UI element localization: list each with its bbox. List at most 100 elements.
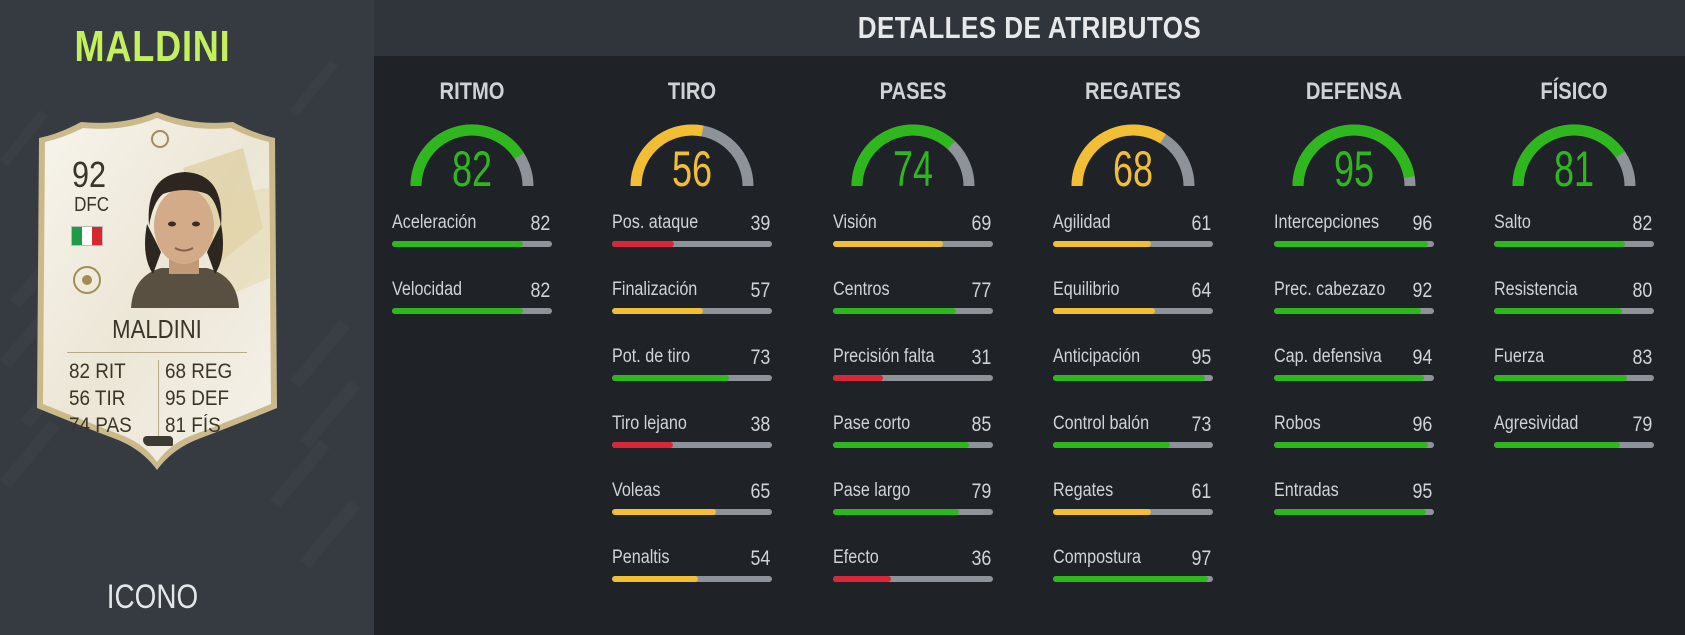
- attribute-bar: [833, 576, 993, 582]
- category-pases: PASES 74 Visión 69 Centros 77 Precisión falta 3…: [833, 78, 993, 614]
- icon-emblem: [151, 130, 169, 148]
- attribute-value: 61: [1191, 212, 1211, 235]
- attribute-row: Intercepciones 96: [1274, 212, 1434, 279]
- attribute-name: Agresividad: [1494, 413, 1579, 434]
- attribute-list: Salto 82 Resistencia 80 Fuerza 83 Agresividad 7…: [1494, 212, 1654, 480]
- gauge-fill: [851, 124, 956, 187]
- attribute-row: Precisión falta 31: [833, 346, 993, 413]
- attribute-bar: [833, 308, 993, 314]
- attribute-bar: [1053, 442, 1213, 448]
- attribute-value: 57: [750, 279, 770, 302]
- attribute-name: Penaltis: [612, 547, 670, 568]
- attribute-bar: [1274, 241, 1434, 247]
- attribute-value: 85: [971, 413, 991, 436]
- attribute-bar: [1053, 375, 1213, 381]
- category-gauge: 74: [847, 118, 979, 197]
- attribute-value: 38: [750, 413, 770, 436]
- attribute-row: Resistencia 80: [1494, 279, 1654, 346]
- attribute-bar-fill: [1494, 442, 1621, 448]
- attribute-bar: [1274, 509, 1434, 515]
- category-rating: 68: [1112, 141, 1154, 197]
- attribute-row: Velocidad 82: [392, 279, 552, 346]
- attribute-bar: [1274, 308, 1434, 314]
- attribute-bar-fill: [1053, 576, 1209, 582]
- attribute-name: Pase largo: [833, 480, 911, 501]
- attribute-row: Finalización 57: [612, 279, 772, 346]
- attribute-name: Robos: [1274, 413, 1321, 434]
- attribute-name: Compostura: [1053, 547, 1141, 568]
- category-title: REGATES: [1085, 78, 1181, 105]
- category-rating: 95: [1333, 141, 1375, 197]
- category-gauge: 82: [406, 118, 538, 197]
- attribute-bar: [612, 241, 772, 247]
- attribute-bar: [1494, 375, 1654, 381]
- attributes-header: DETALLES DE ATRIBUTOS: [374, 0, 1685, 56]
- category-title: FÍSICO: [1540, 78, 1608, 105]
- attribute-bar-fill: [1274, 308, 1422, 314]
- attribute-bar: [833, 509, 993, 515]
- attribute-bar: [612, 375, 772, 381]
- attribute-name: Aceleración: [392, 212, 477, 233]
- attribute-row: Equilibrio 64: [1053, 279, 1213, 346]
- category-title: TIRO: [667, 78, 717, 105]
- attribute-bar-fill: [1053, 509, 1151, 515]
- attribute-bar: [612, 509, 772, 515]
- attribute-name: Precisión falta: [833, 346, 935, 367]
- attribute-bar: [612, 576, 772, 582]
- attribute-name: Control balón: [1053, 413, 1150, 434]
- attribute-bar: [1053, 576, 1213, 582]
- attribute-value: 61: [1191, 480, 1211, 503]
- attribute-bar: [833, 442, 993, 448]
- attribute-value: 96: [1412, 212, 1432, 235]
- attribute-row: Entradas 95: [1274, 480, 1434, 547]
- category-ritmo: RITMO 82 Aceleración 82 Velocidad 82: [392, 78, 552, 346]
- attribute-bar-fill: [1274, 442, 1428, 448]
- player-panel: MALDINI 92: [0, 0, 374, 635]
- attribute-bar-fill: [612, 576, 699, 582]
- card-stat: 81 FÍS: [164, 414, 221, 437]
- attribute-name: Equilibrio: [1053, 279, 1120, 300]
- boot-icon: [143, 436, 173, 446]
- category-gauge: 95: [1288, 118, 1420, 197]
- attribute-bar: [1274, 442, 1434, 448]
- attribute-value: 65: [750, 480, 770, 503]
- attribute-name: Visión: [833, 212, 877, 233]
- attribute-bar-fill: [833, 375, 883, 381]
- attribute-bar: [1494, 308, 1654, 314]
- attribute-value: 96: [1412, 413, 1432, 436]
- attribute-row: Tiro lejano 38: [612, 413, 772, 480]
- card-rarity: ICONO: [106, 578, 199, 616]
- attribute-bar-fill: [612, 375, 729, 381]
- card-position: DFC: [74, 194, 110, 216]
- attribute-row: Pase largo 79: [833, 480, 993, 547]
- attribute-name: Resistencia: [1494, 279, 1578, 300]
- attribute-name: Salto: [1494, 212, 1531, 233]
- attribute-row: Aceleración 82: [392, 212, 552, 279]
- category-regates: REGATES 68 Agilidad 61 Equilibrio 64 Anticipac…: [1053, 78, 1213, 614]
- attribute-bar: [1053, 308, 1213, 314]
- attribute-list: Agilidad 61 Equilibrio 64 Anticipación 95 Cont…: [1053, 212, 1213, 614]
- attribute-row: Control balón 73: [1053, 413, 1213, 480]
- attribute-row: Salto 82: [1494, 212, 1654, 279]
- attribute-list: Intercepciones 96 Prec. cabezazo 92 Cap. def…: [1274, 212, 1434, 547]
- category-rating: 74: [892, 141, 934, 197]
- category-gauge: 81: [1508, 118, 1640, 197]
- attribute-bar-fill: [612, 308, 704, 314]
- gauge-fill: [1071, 124, 1166, 187]
- attribute-row: Visión 69: [833, 212, 993, 279]
- card-stat: 74 PAS: [69, 414, 132, 437]
- attribute-name: Voleas: [612, 480, 661, 501]
- category-rating: 81: [1553, 141, 1595, 197]
- attribute-value: 77: [971, 279, 991, 302]
- category-title: PASES: [879, 78, 947, 105]
- attribute-value: 82: [530, 212, 550, 235]
- category-tiro: TIRO 56 Pos. ataque 39 Finalización 57 Pot. de…: [612, 78, 772, 614]
- category-rating: 82: [451, 141, 493, 197]
- attribute-name: Pot. de tiro: [612, 346, 691, 367]
- attribute-bar-fill: [833, 241, 944, 247]
- attribute-name: Entradas: [1274, 480, 1339, 501]
- attribute-bar: [1494, 442, 1654, 448]
- attribute-bar: [392, 308, 552, 314]
- attribute-bar-fill: [833, 442, 969, 448]
- player-card: 92 DFC MALDINI 82 RIT 56 TIR 74 PAS 68 R…: [33, 108, 281, 478]
